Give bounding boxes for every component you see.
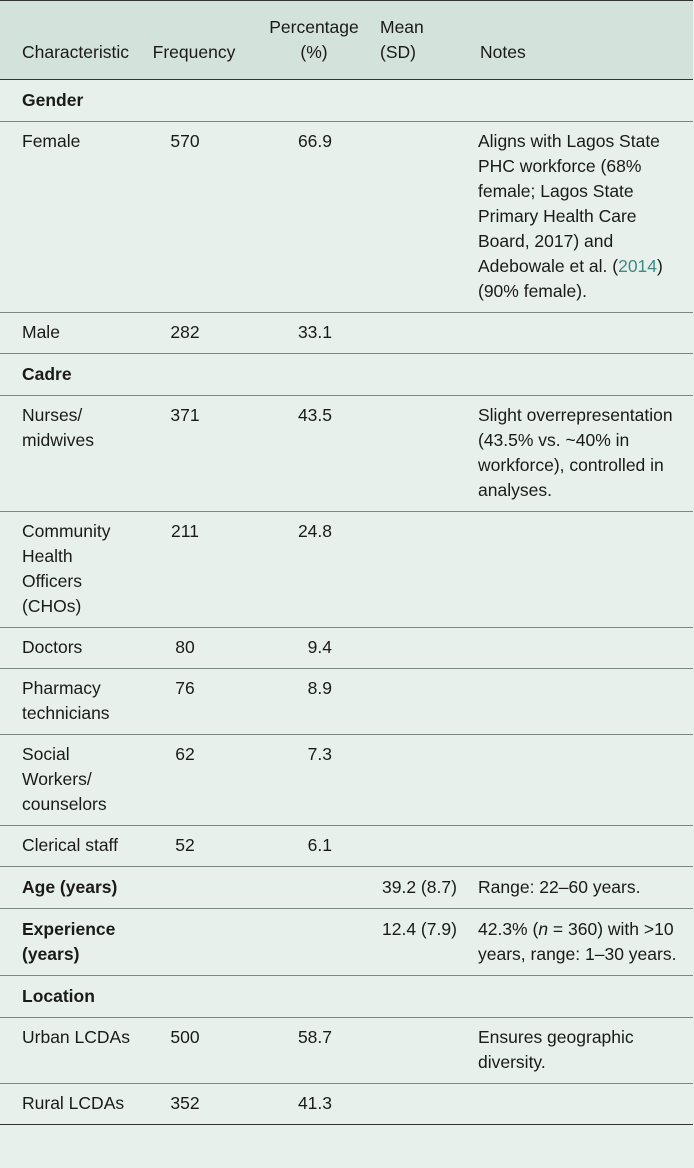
- row-mean: [376, 1083, 472, 1125]
- table-row-male: Male 282 33.1: [0, 312, 693, 354]
- header-percentage: Percentage (%): [252, 0, 376, 80]
- header-mean-line1: Mean: [380, 17, 424, 37]
- row-notes: [472, 1083, 693, 1125]
- row-notes: [472, 312, 693, 354]
- row-frequency: [136, 866, 252, 909]
- row-label: Male: [0, 312, 136, 354]
- citation-link-2014[interactable]: 2014: [618, 256, 658, 276]
- row-label: Nurses/ midwives: [0, 395, 136, 512]
- section-label: Location: [0, 975, 693, 1018]
- row-notes: [472, 825, 693, 867]
- row-percentage: 58.7: [252, 1017, 376, 1084]
- section-label: Cadre: [0, 353, 693, 396]
- row-mean: [376, 668, 472, 735]
- row-percentage: 33.1: [252, 312, 376, 354]
- row-frequency: [136, 908, 252, 976]
- row-label: Doctors: [0, 627, 136, 669]
- row-notes: [472, 627, 693, 669]
- demographics-table: Characteristic Frequency Percentage (%) M…: [0, 0, 693, 1125]
- row-percentage: 9.4: [252, 627, 376, 669]
- row-percentage: 8.9: [252, 668, 376, 735]
- row-mean: [376, 734, 472, 826]
- row-label: Rural LCDAs: [0, 1083, 136, 1125]
- header-frequency: Frequency: [136, 0, 252, 80]
- row-mean: [376, 627, 472, 669]
- notes-text: Aligns with Lagos State PHC workforce (6…: [478, 131, 660, 276]
- row-mean: [376, 312, 472, 354]
- row-frequency: 282: [136, 312, 252, 354]
- row-frequency: 211: [136, 511, 252, 628]
- row-label: Pharmacy technicians: [0, 668, 136, 735]
- table-row-nurses: Nurses/ midwives 371 43.5 Slight overrep…: [0, 395, 693, 512]
- table-row-doctors: Doctors 80 9.4: [0, 627, 693, 669]
- header-mean-line2: (SD): [380, 42, 416, 62]
- table-row-experience: Experience (years) 12.4 (7.9) 42.3% (n =…: [0, 908, 693, 976]
- row-label: Social Workers/ counselors: [0, 734, 136, 826]
- row-notes: Aligns with Lagos State PHC workforce (6…: [472, 121, 693, 313]
- row-percentage: 43.5: [252, 395, 376, 512]
- table-header-row: Characteristic Frequency Percentage (%) M…: [0, 0, 693, 80]
- row-mean: [376, 121, 472, 313]
- table-row-social-workers: Social Workers/ counselors 62 7.3: [0, 734, 693, 826]
- row-percentage: 6.1: [252, 825, 376, 867]
- row-label: Community Health Officers (CHOs): [0, 511, 136, 628]
- row-label: Female: [0, 121, 136, 313]
- row-frequency: 352: [136, 1083, 252, 1125]
- row-notes: [472, 734, 693, 826]
- row-mean: [376, 1017, 472, 1084]
- section-label: Experience (years): [0, 908, 136, 976]
- notes-text-end: ) (90% female).: [478, 256, 663, 301]
- table-row-cho: Community Health Officers (CHOs) 211 24.…: [0, 511, 693, 628]
- header-percentage-line2: (%): [300, 42, 328, 62]
- table-row-urban: Urban LCDAs 500 58.7 Ensures geographic …: [0, 1017, 693, 1084]
- row-frequency: 62: [136, 734, 252, 826]
- row-frequency: 76: [136, 668, 252, 735]
- row-percentage: 66.9: [252, 121, 376, 313]
- row-mean: [376, 511, 472, 628]
- row-notes: Slight overrepresentation (43.5% vs. ~40…: [472, 395, 693, 512]
- row-frequency: 570: [136, 121, 252, 313]
- row-frequency: 500: [136, 1017, 252, 1084]
- row-percentage: [252, 866, 376, 909]
- row-mean: [376, 395, 472, 512]
- row-notes: 42.3% (n = 360) with >10 years, range: 1…: [472, 908, 693, 976]
- row-notes: [472, 511, 693, 628]
- row-mean: 12.4 (7.9): [376, 908, 472, 976]
- row-notes: [472, 668, 693, 735]
- table-row-clerical: Clerical staff 52 6.1: [0, 825, 693, 867]
- header-mean-sd: Mean (SD): [376, 0, 472, 80]
- row-mean: 39.2 (8.7): [376, 866, 472, 909]
- row-frequency: 80: [136, 627, 252, 669]
- section-row-location: Location: [0, 975, 693, 1018]
- row-frequency: 52: [136, 825, 252, 867]
- header-notes: Notes: [472, 0, 693, 80]
- notes-text-end: = 360) with >10 years, range: 1–30 years…: [478, 919, 677, 964]
- header-characteristic: Characteristic: [0, 0, 136, 80]
- notes-text: 42.3% (: [478, 919, 539, 939]
- section-row-cadre: Cadre: [0, 353, 693, 396]
- variable-n: n: [538, 919, 549, 939]
- table-row-age: Age (years) 39.2 (8.7) Range: 22–60 year…: [0, 866, 693, 909]
- table-row-pharmacy: Pharmacy technicians 76 8.9: [0, 668, 693, 735]
- row-notes: Ensures geographic diversity.: [472, 1017, 693, 1084]
- row-percentage: 24.8: [252, 511, 376, 628]
- header-percentage-line1: Percentage: [269, 17, 359, 37]
- row-percentage: [252, 908, 376, 976]
- row-percentage: 41.3: [252, 1083, 376, 1125]
- section-label: Age (years): [0, 866, 136, 909]
- row-mean: [376, 825, 472, 867]
- row-notes: Range: 22–60 years.: [472, 866, 693, 909]
- section-label: Gender: [0, 79, 693, 122]
- table-row-female: Female 570 66.9 Aligns with Lagos State …: [0, 121, 693, 313]
- table-row-rural: Rural LCDAs 352 41.3: [0, 1083, 693, 1125]
- section-row-gender: Gender: [0, 79, 693, 122]
- row-label: Urban LCDAs: [0, 1017, 136, 1084]
- row-frequency: 371: [136, 395, 252, 512]
- row-percentage: 7.3: [252, 734, 376, 826]
- row-label: Clerical staff: [0, 825, 136, 867]
